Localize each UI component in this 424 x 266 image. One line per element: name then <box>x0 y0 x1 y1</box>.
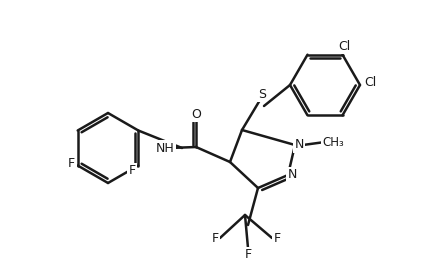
Text: F: F <box>129 164 136 177</box>
Text: S: S <box>258 88 266 101</box>
Text: CH₃: CH₃ <box>322 135 344 148</box>
Text: F: F <box>273 231 281 244</box>
Text: F: F <box>68 157 75 170</box>
Text: N: N <box>294 139 304 152</box>
Text: N: N <box>287 168 297 181</box>
Text: NH: NH <box>156 142 174 155</box>
Text: F: F <box>245 248 251 261</box>
Text: F: F <box>212 231 218 244</box>
Text: O: O <box>191 107 201 120</box>
Text: Cl: Cl <box>364 77 376 89</box>
Text: Cl: Cl <box>338 40 351 53</box>
